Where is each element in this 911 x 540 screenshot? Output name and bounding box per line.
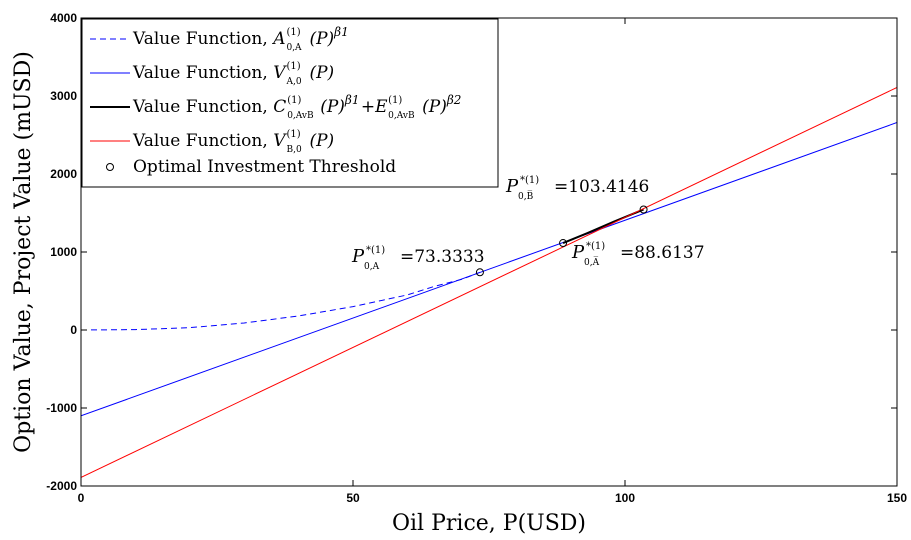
y-tick-label: 0 [70, 323, 77, 337]
legend-label: Value Function, V [132, 63, 287, 83]
threshold-marker-3 [639, 205, 648, 214]
threshold-marker-2 [559, 239, 568, 248]
legend-arg: (P) [320, 97, 345, 117]
x-axis-label: Oil Price, P(USD) [392, 511, 586, 536]
annotation-a1: P *(1) 0,A =73.3333 [351, 245, 485, 272]
annotation-value: =103.4146 [554, 177, 649, 197]
legend-arg: (P) [309, 63, 334, 83]
x-tick-label: 100 [615, 491, 635, 505]
legend-entry-3: Value Function, C (1)0,AvB (P) β1 + E (1)0,A… [90, 93, 461, 121]
y-tick-label: -2000 [46, 479, 77, 493]
annotation-base: P [505, 176, 519, 197]
x-tick-label: 150 [887, 491, 907, 505]
legend-base2: E [374, 97, 388, 117]
annotation-sub: 0,B̅ [518, 190, 534, 202]
legend-sup: (1) [286, 27, 300, 38]
legend-sub: B,0 [286, 145, 301, 155]
annotation-base: P [351, 246, 365, 267]
legend-sub2: 0,AvB [388, 111, 415, 121]
legend-sub: 0,AvB [287, 111, 314, 121]
legend-plus: + [361, 97, 375, 117]
annotation-sup: *(1) [366, 245, 385, 256]
annotation-sup: *(1) [586, 241, 605, 252]
legend-box [81, 18, 499, 188]
annotation-sub: 0,A̅ [584, 256, 600, 268]
legend-label: Value Function, V [132, 131, 287, 151]
y-tick-label: 3000 [50, 89, 77, 103]
annotation-value: =73.3333 [400, 247, 485, 267]
y-tick-label: 1000 [50, 245, 77, 259]
series-line-2 [81, 122, 897, 417]
legend-sup: (1) [286, 129, 300, 140]
y-tick-label: -1000 [46, 401, 77, 415]
annotation-a3: P *(1) 0,B̅ =103.4146 [505, 175, 649, 202]
legend-sup: (1) [286, 61, 300, 72]
legend-sup2: (1) [388, 95, 402, 106]
legend-entry-1: Value Function, A (1) 0,A (P) β1 [90, 25, 349, 53]
legend-sup: (1) [287, 95, 301, 106]
x-tick-label: 0 [78, 491, 85, 505]
legend-arg: (P) [309, 29, 334, 49]
legend-entry-2: Value Function, V (1) A,0 (P) [90, 61, 334, 87]
annotation-sub: 0,A [364, 262, 380, 272]
legend-label: Optimal Investment Threshold [133, 157, 396, 177]
x-tick-label: 50 [346, 491, 360, 505]
legend-pow: β1 [333, 25, 349, 39]
annotation-sup: *(1) [520, 175, 539, 186]
legend-sub: A,0 [285, 77, 301, 87]
legend-label: Value Function, C [132, 97, 286, 117]
annotation-base: P [571, 242, 585, 263]
y-tick-label: 2000 [50, 167, 77, 181]
annotation-value: =88.6137 [620, 243, 705, 263]
legend-arg: (P) [309, 131, 334, 151]
legend-pow: β1 [344, 93, 360, 107]
legend-arg2: (P) [422, 97, 447, 117]
y-tick-label: 4000 [50, 11, 77, 25]
legend-swatch-marker [106, 163, 114, 171]
legend-sub: 0,A [286, 43, 302, 53]
legend-label: Value Function, A [132, 29, 285, 49]
threshold-marker-1 [475, 268, 484, 277]
legend-pow2: β2 [446, 93, 462, 107]
annotation-a2: P *(1) 0,A̅ =88.6137 [571, 241, 705, 268]
series-line-4 [81, 86, 897, 478]
legend-entry-5: Optimal Investment Threshold [106, 157, 396, 177]
series-line-1 [81, 271, 481, 331]
legend-entry-4: Value Function, V (1) B,0 (P) [90, 129, 334, 155]
y-axis-label: Option Value, Project Value (mUSD) [11, 51, 36, 453]
